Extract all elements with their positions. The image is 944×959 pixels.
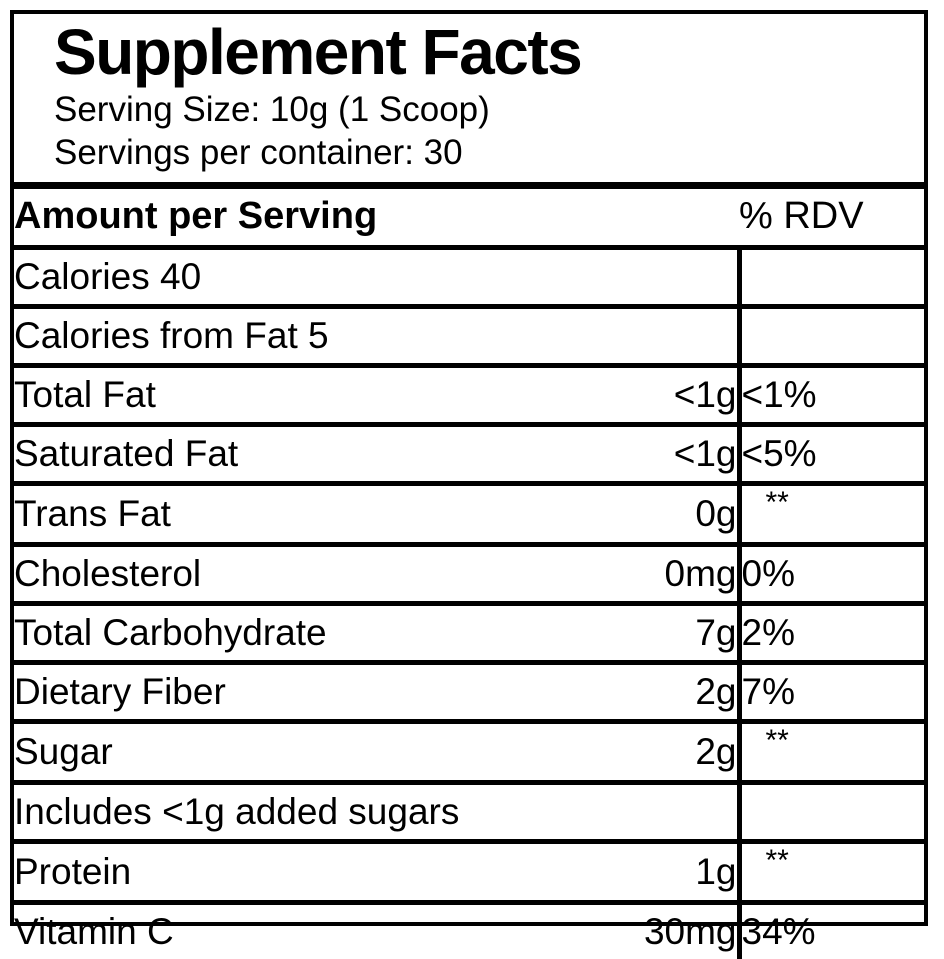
table-row: Calories 40 bbox=[14, 247, 924, 309]
nutrient-rdv: 0% bbox=[736, 544, 924, 606]
nutrient-name: Total Carbohydrate bbox=[14, 603, 554, 665]
nutrient-amount: 0mg bbox=[554, 544, 739, 606]
nutrient-rdv bbox=[736, 247, 924, 309]
table-row: Includes <1g added sugars bbox=[14, 782, 924, 844]
servings-per-container-text: Servings per container: 30 bbox=[54, 132, 463, 172]
nutrient-rdv: <5% bbox=[736, 424, 924, 486]
nutrient-rdv: 7% bbox=[736, 662, 924, 724]
nutrition-table-body: Amount per Serving % RDV Calories 40 Calo… bbox=[14, 188, 924, 959]
nutrient-name: Includes <1g added sugars bbox=[14, 782, 739, 844]
nutrient-amount: 2g bbox=[554, 721, 739, 785]
nutrient-name: Trans Fat bbox=[14, 483, 554, 547]
table-header-row: Amount per Serving % RDV bbox=[14, 188, 924, 250]
nutrient-name: Protein bbox=[14, 841, 554, 905]
nutrient-name: Sugar bbox=[14, 721, 554, 785]
nutrient-amount: 30mg bbox=[643, 911, 737, 953]
table-row: Saturated Fat <1g <5% bbox=[14, 424, 924, 486]
nutrient-name: Saturated Fat bbox=[14, 424, 554, 486]
nutrition-table: Amount per Serving % RDV Calories 40 Calo… bbox=[14, 188, 924, 959]
nutrient-amount: 1g bbox=[554, 841, 739, 905]
label-masthead: Supplement Facts Serving Size: 10g (1 Sc… bbox=[14, 14, 924, 189]
table-row: Sugar 2g ** bbox=[14, 721, 924, 785]
nutrient-amount: <1g bbox=[554, 424, 739, 486]
column-header-amount-per-serving: Amount per Serving bbox=[14, 188, 739, 250]
page-title: Supplement Facts bbox=[54, 16, 583, 88]
table-row: Total Carbohydrate 7g 2% bbox=[14, 603, 924, 665]
nutrient-rdv: 2% bbox=[736, 603, 924, 665]
nutrient-name: Cholesterol bbox=[14, 544, 554, 606]
nutrient-name: Calories from Fat 5 bbox=[14, 306, 739, 368]
table-row: Total Fat <1g <1% bbox=[14, 365, 924, 427]
nutrient-name: Vitamin C bbox=[14, 911, 174, 953]
nutrient-rdv: ** bbox=[736, 841, 924, 905]
nutrient-rdv: ** bbox=[736, 483, 924, 547]
table-row: Trans Fat 0g ** bbox=[14, 483, 924, 547]
nutrient-rdv: <1% bbox=[736, 365, 924, 427]
table-row: Vitamin C 30mg 34% bbox=[14, 902, 924, 959]
nutrient-rdv: ** bbox=[736, 721, 924, 785]
nutrient-name: Calories 40 bbox=[14, 247, 739, 309]
nutrient-amount: <1g bbox=[554, 365, 739, 427]
table-row: Protein 1g ** bbox=[14, 841, 924, 905]
table-row: Cholesterol 0mg 0% bbox=[14, 544, 924, 606]
nutrient-name: Dietary Fiber bbox=[14, 662, 554, 724]
table-row: Dietary Fiber 2g 7% bbox=[14, 662, 924, 724]
nutrient-amount: 7g bbox=[554, 603, 739, 665]
serving-size-text: Serving Size: 10g (1 Scoop) bbox=[54, 90, 490, 130]
table-row: Calories from Fat 5 bbox=[14, 306, 924, 368]
supplement-facts-panel: Supplement Facts Serving Size: 10g (1 Sc… bbox=[10, 10, 928, 959]
nutrient-rdv bbox=[736, 306, 924, 368]
nutrient-amount: 2g bbox=[554, 662, 739, 724]
nutrient-amount: 0g bbox=[554, 483, 739, 547]
nutrient-name: Total Fat bbox=[14, 365, 554, 427]
nutrient-rdv: 34% bbox=[736, 902, 924, 959]
nutrient-rdv bbox=[736, 782, 924, 844]
column-header-percent-rdv: % RDV bbox=[739, 188, 924, 250]
